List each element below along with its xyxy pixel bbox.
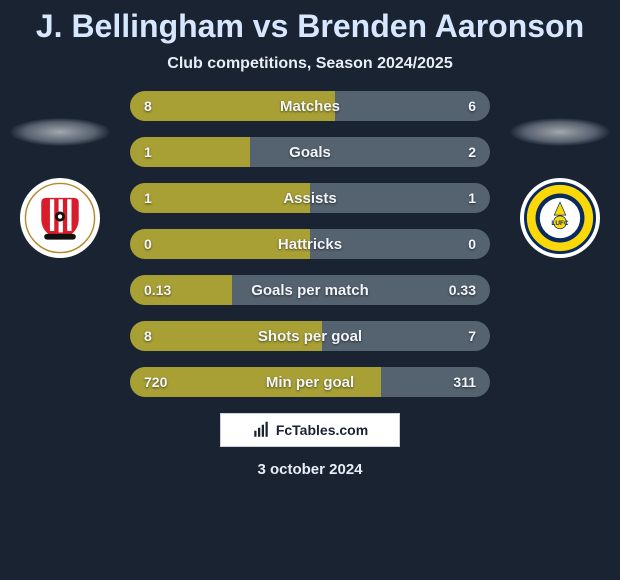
stat-bar: 720311Min per goal xyxy=(130,367,490,397)
leeds-crest-icon: LUFC xyxy=(524,182,596,254)
stat-bar: 00Hattricks xyxy=(130,229,490,259)
stats-bar-list: 86Matches 12Goals 11Assists 00Hattricks 0.13… xyxy=(130,91,490,397)
bar-left-fill xyxy=(130,321,322,351)
bar-left-fill xyxy=(130,275,232,305)
bar-right-fill xyxy=(310,229,490,259)
stat-bar: 12Goals xyxy=(130,137,490,167)
attribution-badge: FcTables.com xyxy=(220,413,400,447)
svg-text:LUFC: LUFC xyxy=(551,220,569,227)
stat-bar: 11Assists xyxy=(130,183,490,213)
bar-right-fill xyxy=(250,137,490,167)
bar-right-fill xyxy=(381,367,490,397)
bar-right-fill xyxy=(232,275,490,305)
crest-shadow-right xyxy=(510,118,610,146)
bar-left-fill xyxy=(130,137,250,167)
club-crest-left xyxy=(20,178,100,258)
bar-right-fill xyxy=(322,321,490,351)
crest-shadow-left xyxy=(10,118,110,146)
bar-right-fill xyxy=(310,183,490,213)
chart-icon xyxy=(252,421,270,439)
bar-left-fill xyxy=(130,229,310,259)
stat-bar: 87Shots per goal xyxy=(130,321,490,351)
bar-right-fill xyxy=(335,91,490,121)
comparison-card: J. Bellingham vs Brenden Aaronson Club c… xyxy=(0,0,620,580)
page-title: J. Bellingham vs Brenden Aaronson xyxy=(0,8,620,45)
bar-left-fill xyxy=(130,367,381,397)
attribution-text: FcTables.com xyxy=(276,422,368,438)
date-text: 3 october 2024 xyxy=(0,461,620,478)
sunderland-crest-icon xyxy=(24,182,96,254)
club-crest-right: LUFC xyxy=(520,178,600,258)
subtitle: Club competitions, Season 2024/2025 xyxy=(0,55,620,73)
stat-bar: 86Matches xyxy=(130,91,490,121)
bar-left-fill xyxy=(130,183,310,213)
bar-left-fill xyxy=(130,91,335,121)
stat-bar: 0.130.33Goals per match xyxy=(130,275,490,305)
